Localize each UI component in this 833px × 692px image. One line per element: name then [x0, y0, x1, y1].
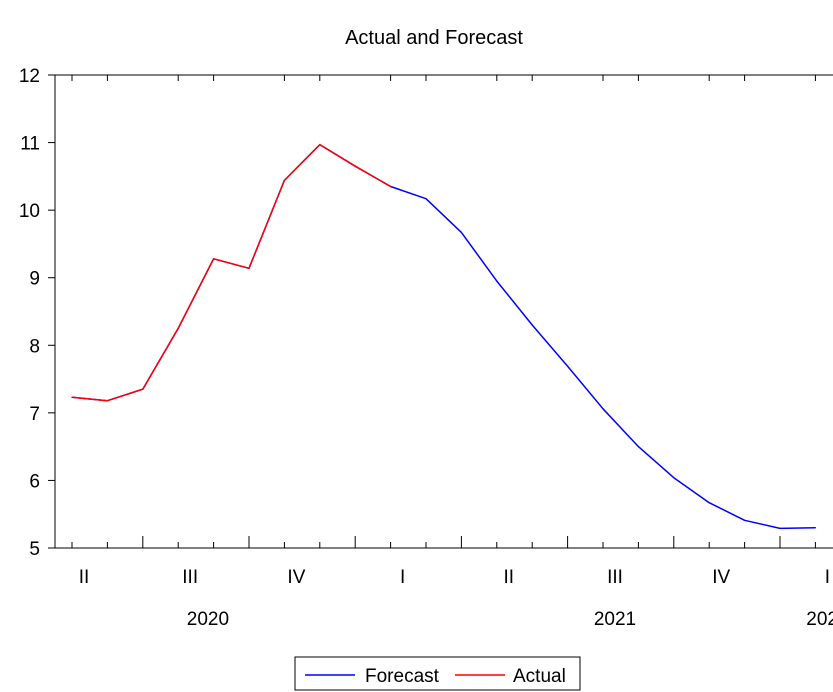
y-tick-label: 12: [19, 66, 40, 87]
data-point-forecast: [425, 198, 427, 200]
data-point-actual: [71, 396, 73, 398]
x-quarter-label: II: [504, 567, 515, 588]
data-point-forecast: [531, 324, 533, 326]
data-point-actual: [177, 327, 179, 329]
data-point-forecast: [744, 519, 746, 521]
data-point-forecast: [602, 408, 604, 410]
data-point-forecast: [708, 502, 710, 504]
x-quarter-label: III: [182, 567, 198, 588]
x-quarter-label: I: [825, 567, 830, 588]
y-tick-label: 10: [19, 201, 40, 222]
series-line-actual: [71, 143, 391, 402]
data-point-actual: [248, 267, 250, 269]
y-tick-label: 5: [29, 539, 40, 560]
legend-label-actual: Actual: [513, 666, 566, 687]
y-tick-label: 7: [29, 404, 40, 425]
y-tick-label: 8: [29, 336, 40, 357]
x-quarter-label: I: [400, 567, 405, 588]
legend-label-forecast: Forecast: [365, 666, 440, 687]
data-point-forecast: [460, 231, 462, 234]
x-year-label: 2022: [806, 609, 833, 630]
x-year-label: 2021: [594, 609, 636, 630]
data-point-actual: [319, 143, 321, 146]
x-year-label: 2020: [187, 609, 229, 630]
data-point-forecast: [673, 477, 675, 479]
y-tick-label: 11: [20, 134, 40, 155]
series-layer: [71, 143, 817, 530]
plot-area: [54, 74, 833, 549]
data-point-forecast: [567, 365, 569, 367]
data-point-actual: [142, 388, 144, 390]
data-point-actual: [213, 258, 215, 260]
y-tick-label: 9: [29, 269, 40, 290]
data-point-forecast: [779, 527, 781, 530]
chart-title: Actual and Forecast: [345, 27, 523, 49]
y-axis: 5 6 7 8 9 10 11 12: [19, 66, 55, 560]
x-quarter-label: II: [79, 567, 90, 588]
x-quarter-label: IV: [712, 567, 730, 588]
data-point-actual: [283, 179, 285, 182]
y-tick-label: 6: [29, 471, 40, 492]
data-point-actual: [354, 165, 356, 167]
data-point-forecast: [496, 280, 498, 282]
data-point-actual: [390, 185, 392, 188]
x-quarter-label: III: [607, 567, 623, 588]
data-point-forecast: [814, 527, 817, 529]
legend-box: [294, 656, 581, 691]
x-axis: IIIIIIVIIIIIIIVI202020212022: [71, 75, 833, 630]
x-quarter-label: IV: [287, 567, 305, 588]
data-point-forecast: [637, 446, 640, 448]
data-point-actual: [106, 400, 108, 402]
legend: Forecast Actual: [294, 656, 581, 691]
